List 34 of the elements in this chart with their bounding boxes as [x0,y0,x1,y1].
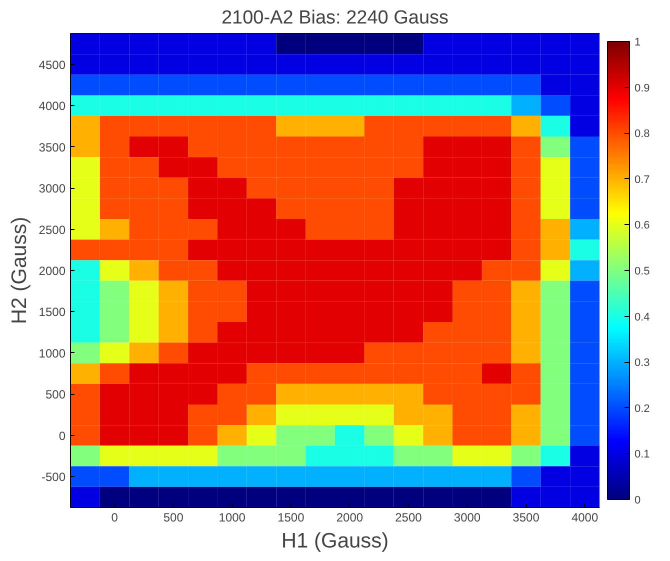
color-bar-label: 0.1 [634,448,650,461]
y-tick-label: 3500 [38,140,66,154]
color-bar-label: 0 [634,494,641,506]
y-tick-label: 0 [58,428,66,443]
y-tick-label: 500 [45,388,66,402]
x-axis-title: H1 (Gauss) [281,530,389,552]
color-bar-label: 0.2 [634,402,650,415]
color-bar-label: 1 [634,36,641,48]
y-tick-label: 2500 [38,222,66,237]
x-tick-label: 0 [111,510,118,524]
y-tick-label: 4500 [38,58,66,72]
x-tick-label: 1000 [218,510,246,524]
x-tick-label: 3500 [512,510,540,524]
color-bar-label: 0.5 [634,266,650,278]
y-tick-label: 3000 [38,182,66,196]
color-bar-label: 0.8 [634,128,650,140]
color-bar-label: 0.6 [634,220,650,232]
x-tick-label: 2000 [336,510,364,524]
y-tick-label: 1000 [38,346,66,360]
x-tick-label: 500 [163,510,184,524]
color-bar-label: 0.7 [634,174,650,186]
color-bar-label: 0.9 [634,82,650,94]
y-tick-label: 1500 [38,305,66,320]
color-bar-label: 0.4 [634,311,650,324]
x-tick-label: 1500 [278,510,305,524]
y-tick-label: -500 [41,470,66,484]
x-tick-label: 3000 [454,510,481,524]
y-tick-label: 4000 [38,99,66,114]
y-tick-label: 2000 [38,264,66,278]
x-tick-label: 2500 [395,510,422,524]
chart-title: 2100-A2 Bias: 2240 Gauss [221,8,449,28]
y-axis-title: H2 (Gauss) [8,216,31,324]
color-bar-label: 0.3 [634,357,650,370]
x-tick-label: 4000 [571,510,598,524]
